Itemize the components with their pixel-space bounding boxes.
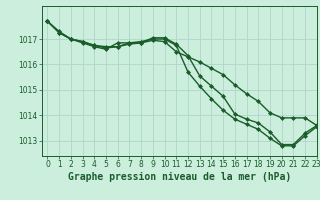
X-axis label: Graphe pression niveau de la mer (hPa): Graphe pression niveau de la mer (hPa)	[68, 172, 291, 182]
